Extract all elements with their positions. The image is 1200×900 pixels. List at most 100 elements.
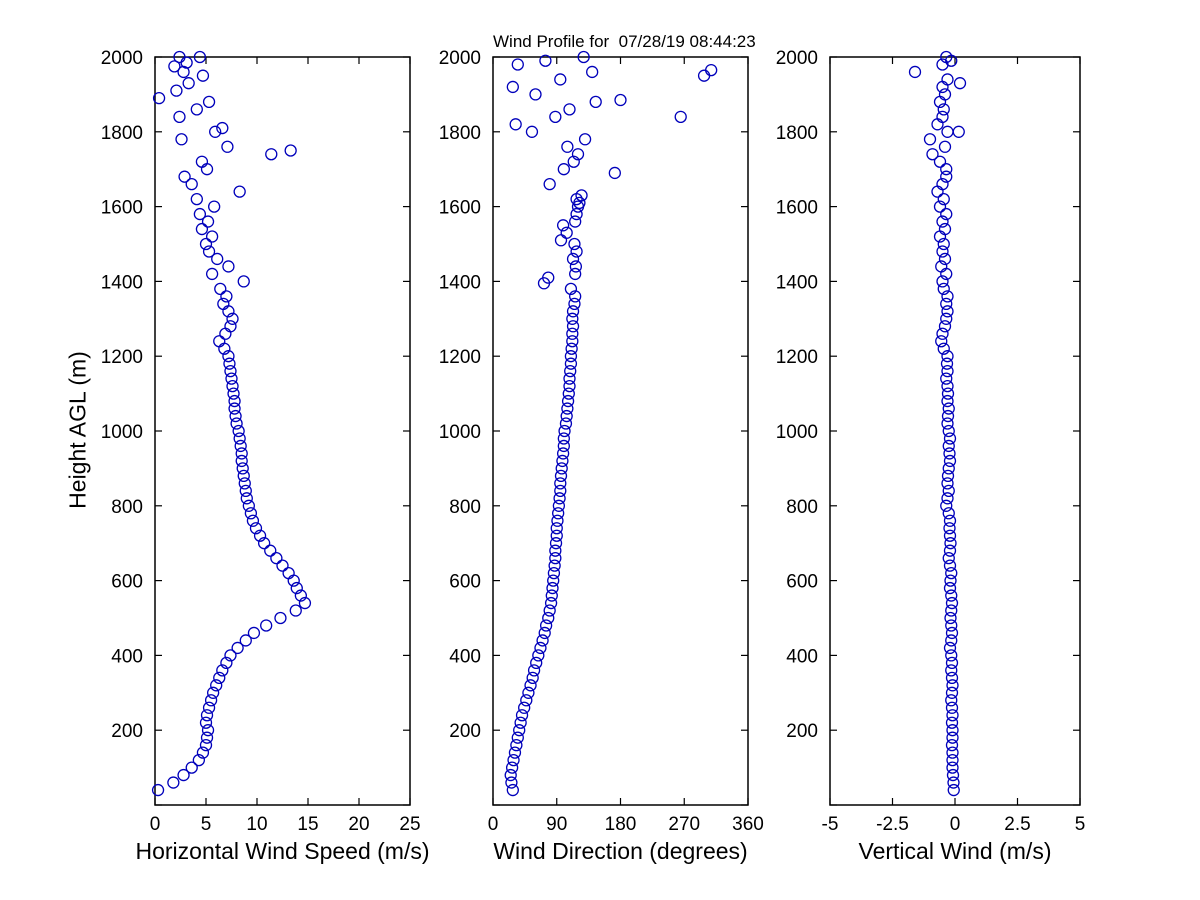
data-point [257,537,271,550]
data-point [530,656,543,670]
data-point [522,686,535,699]
data-point [941,477,954,490]
data-point [539,54,552,67]
data-point [555,462,568,475]
data-point [946,768,960,782]
y-tick-label: 600 [786,572,818,593]
data-point [943,544,957,557]
data-point [941,469,955,483]
data-point [564,357,578,370]
data-point [173,50,186,64]
data-point [945,656,959,670]
y-tick-label: 1800 [101,123,143,144]
data-point [554,477,567,490]
data-point [532,649,545,662]
data-point [507,753,520,767]
data-point [554,73,567,86]
wind-direction-plot: 0 90 180 270 360 200 400 600 800 1000 1200 1400 1600… [439,48,764,835]
data-point [936,275,949,288]
y-tick-label: 2000 [439,48,481,69]
data-point [946,746,959,759]
data-point [559,417,573,430]
data-point [239,634,252,647]
data-point [220,290,233,303]
data-point [937,192,950,206]
data-point [225,372,238,385]
data-point [589,95,602,109]
data-point [945,716,959,729]
data-point [941,417,954,430]
data-point [550,529,563,542]
data-point [539,619,553,632]
data-point [543,178,556,191]
data-point [228,394,241,408]
data-point [936,80,949,94]
data-point [200,709,214,722]
data-point [210,679,223,692]
data-point [940,170,953,183]
data-point [940,372,953,385]
data-point [240,492,253,505]
data-point [228,402,241,415]
data-point [226,379,239,393]
data-point [515,709,529,722]
data-point [190,192,203,206]
data-point [170,84,183,97]
data-point [564,350,578,363]
data-point [195,222,209,236]
data-point [233,185,246,198]
data-point [505,761,519,774]
y-tick-label: 400 [449,646,481,667]
data-point [941,73,954,86]
y-tick-label: 200 [111,721,143,742]
data-point [945,596,959,610]
x-tick-label: 0 [150,814,161,835]
x-tick-label: 15 [297,814,318,835]
data-point [944,574,957,587]
y-tick-label: 800 [449,497,481,518]
data-point [214,282,227,296]
data-point [201,215,215,228]
x-tick-label: 270 [668,814,700,835]
y-tick-label: 1600 [776,198,818,219]
x-axis-label-vertical-wind: Vertical Wind (m/s) [858,838,1052,864]
data-point [549,552,562,565]
data-point [213,671,226,684]
data-point [563,379,576,393]
data-point [201,724,215,737]
data-point [946,679,959,692]
y-tick-label: 1400 [439,272,481,293]
data-point [935,335,948,348]
data-point [563,372,576,385]
data-point [505,776,518,789]
data-point [947,783,960,797]
x-axis-label-wind-direction: Wind Direction (degrees) [493,838,748,864]
data-point [185,178,198,191]
vertical-wind-plot: -5 -2.5 0 2.5 5 200 400 600 800 1000 1200 1400 1600 1… [776,48,1086,835]
data-point [545,589,558,602]
data-point [550,522,563,535]
data-point [204,694,218,707]
data-point [945,589,958,602]
data-point [941,394,954,408]
data-point [506,80,519,94]
data-point [242,499,255,512]
y-axis-label: Height AGL (m) [64,351,91,509]
data-point [213,335,226,348]
data-point [549,537,563,550]
data-point [941,492,954,505]
data-point [554,234,568,247]
data-point [298,596,312,610]
data-point [563,103,576,116]
y-tick-label: 1400 [776,272,818,293]
data-point [289,604,302,617]
data-point [239,484,252,497]
y-tick-label: 600 [111,572,143,593]
data-point [543,604,556,617]
axes-box [154,56,411,806]
data-point [942,439,955,453]
data-point [933,200,947,213]
data-point [199,716,213,729]
data-point [237,275,250,288]
data-point [946,761,959,774]
